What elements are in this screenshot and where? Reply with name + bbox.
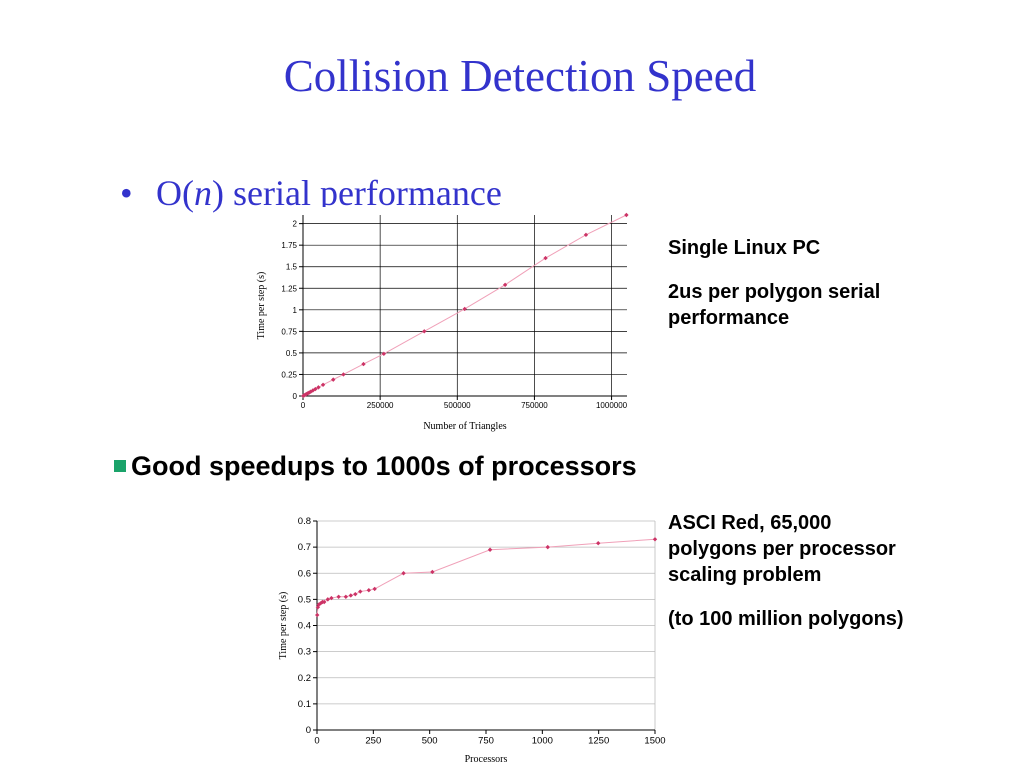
data-point xyxy=(502,282,508,288)
y-tick-label: 0 xyxy=(293,392,298,401)
x-tick-label: 250 xyxy=(365,736,381,747)
y-tick-label: 0.3 xyxy=(298,647,311,658)
y-tick-label: 0.5 xyxy=(286,349,298,358)
y-tick-label: 0.7 xyxy=(298,542,311,553)
x-tick-label: 500 xyxy=(422,736,438,747)
data-point xyxy=(348,593,353,598)
data-point xyxy=(366,588,372,593)
series-line xyxy=(303,214,627,397)
data-point xyxy=(329,595,334,601)
data-point xyxy=(331,377,336,382)
data-point xyxy=(353,591,358,597)
data-point xyxy=(422,329,427,334)
chart-svg-triangles: 0 0.25 0.5 0.75 1 1.25 1.5 1.75 2 0 250000 500000 75… xyxy=(256,212,629,432)
data-point xyxy=(545,544,550,550)
y-tick-label: 0 xyxy=(306,725,311,736)
data-point xyxy=(315,612,320,618)
chart-time-vs-triangles: 0 0.25 0.5 0.75 1 1.25 1.5 1.75 2 0 250000 500000 75… xyxy=(250,207,640,437)
y-tick-label: 2 xyxy=(293,220,298,229)
data-point xyxy=(624,212,629,218)
bullet-square-icon xyxy=(114,460,126,472)
x-tick-label: 250000 xyxy=(367,401,394,410)
data-point xyxy=(325,597,331,602)
data-point xyxy=(596,541,601,546)
data-point xyxy=(358,589,363,594)
chart-svg-processors: 0 0.1 0.2 0.3 0.4 0.5 0.6 0.7 0.8 0 250 500 750 1000 1… xyxy=(278,516,666,765)
note-line: Single Linux PC xyxy=(668,237,821,259)
x-tick-label: 750000 xyxy=(521,401,548,410)
x-tick-label: 0 xyxy=(314,736,319,747)
chart-time-vs-processors: 0 0.1 0.2 0.3 0.4 0.5 0.6 0.7 0.8 0 250 500 750 1000 1… xyxy=(268,512,668,768)
x-axis-label: Processors xyxy=(465,754,508,765)
data-point xyxy=(583,232,589,238)
note-line: (to 100 million polygons) xyxy=(668,608,904,630)
y-tick-label: 0.25 xyxy=(281,370,297,379)
bullet-serial-performance: • O(n) serial performance xyxy=(120,172,502,214)
y-tick-label: 1.75 xyxy=(281,241,297,250)
data-point xyxy=(381,351,387,356)
data-point xyxy=(316,385,321,390)
data-point xyxy=(313,386,318,392)
data-point xyxy=(372,586,377,592)
y-tick-label: 0.4 xyxy=(298,621,311,632)
y-tick-label: 0.6 xyxy=(298,568,311,579)
x-tick-label: 1250 xyxy=(588,736,609,747)
note-line: scaling problem xyxy=(668,564,822,586)
y-tick-label: 0.1 xyxy=(298,699,311,710)
x-tick-label: 1000000 xyxy=(596,401,628,410)
x-tick-label: 1500 xyxy=(644,736,665,747)
y-axis-label: Time per step (s) xyxy=(278,592,289,660)
bullet-marker: • xyxy=(120,173,133,213)
note-line: polygons per processor xyxy=(668,538,896,560)
bullet-suffix: ) serial performance xyxy=(212,173,502,213)
bullet-variable: n xyxy=(194,173,212,213)
data-point xyxy=(361,361,366,367)
x-tick-label: 500000 xyxy=(444,401,471,410)
bullet-speedups: Good speedups to 1000s of processors xyxy=(114,451,637,482)
data-point xyxy=(487,547,493,552)
y-tick-label: 0.5 xyxy=(298,594,311,605)
data-point xyxy=(652,537,658,542)
data-point xyxy=(543,255,548,261)
y-tick-label: 0.75 xyxy=(281,327,297,336)
x-axis-label: Number of Triangles xyxy=(423,421,506,432)
note-single-pc: Single Linux PC 2us per polygon serial p… xyxy=(668,235,1008,331)
y-tick-label: 0.8 xyxy=(298,516,311,527)
bullet-prefix: O( xyxy=(156,173,194,213)
series-line xyxy=(316,538,656,616)
data-point xyxy=(320,382,326,387)
y-tick-label: 1.25 xyxy=(281,284,297,293)
x-tick-label: 750 xyxy=(478,736,494,747)
y-axis-label: Time per step (s) xyxy=(256,272,267,340)
slide-title: Collision Detection Speed xyxy=(283,51,757,101)
note-line: ASCI Red, 65,000 xyxy=(668,512,832,534)
data-point xyxy=(336,594,341,599)
x-tick-label: 1000 xyxy=(532,736,553,747)
y-tick-label: 1 xyxy=(293,306,298,315)
data-point xyxy=(341,372,346,377)
note-asci-red: ASCI Red, 65,000 polygons per processor … xyxy=(668,510,1018,632)
note-line: performance xyxy=(668,307,790,329)
data-point xyxy=(343,594,349,599)
bullet-speedups-text: Good speedups to 1000s of processors xyxy=(131,451,637,481)
data-point xyxy=(401,571,406,576)
y-tick-label: 1.5 xyxy=(286,263,298,272)
data-point xyxy=(462,306,467,312)
x-tick-label: 0 xyxy=(301,401,306,410)
y-tick-label: 0.2 xyxy=(298,673,311,684)
note-line: 2us per polygon serial xyxy=(668,281,881,303)
